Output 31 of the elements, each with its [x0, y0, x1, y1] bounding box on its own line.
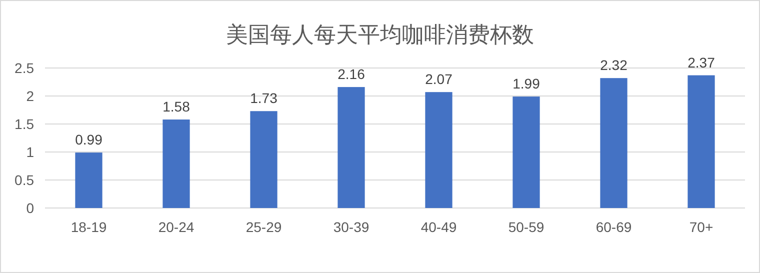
x-tick-label: 40-49 [420, 219, 457, 235]
bar [512, 96, 540, 208]
y-tick-label: 2.5 [14, 60, 34, 76]
bar [600, 78, 628, 208]
x-tick-label: 60-69 [596, 219, 632, 235]
bar [338, 87, 365, 208]
x-tick-label: 70+ [689, 219, 714, 235]
data-label: 1.58 [162, 98, 190, 115]
y-tick-label: 0.5 [14, 172, 34, 188]
x-tick-label: 18-19 [70, 219, 107, 235]
data-label: 2.32 [600, 57, 628, 74]
bar [75, 152, 102, 208]
data-label: 2.16 [338, 66, 366, 82]
data-label: 1.99 [512, 76, 540, 92]
y-tick-label: 0 [26, 200, 34, 216]
x-tick-label: 20-24 [158, 219, 194, 235]
data-label: 1.73 [250, 90, 278, 106]
data-label: 0.99 [75, 132, 103, 148]
bar [250, 111, 278, 208]
bar [688, 75, 715, 208]
x-tick-label: 50-59 [508, 219, 544, 235]
x-tick-label: 30-39 [333, 219, 370, 235]
bar [162, 120, 190, 208]
x-tick-label: 25-29 [246, 219, 282, 235]
y-tick-label: 2 [26, 88, 34, 104]
data-label: 2.07 [425, 71, 453, 88]
data-label: 2.37 [688, 54, 716, 70]
y-tick-label: 1.5 [14, 116, 34, 132]
chart-title: 美国每人每天平均咖啡消费杯数 [226, 23, 534, 48]
bar [425, 92, 452, 208]
y-tick-label: 1 [26, 144, 34, 160]
